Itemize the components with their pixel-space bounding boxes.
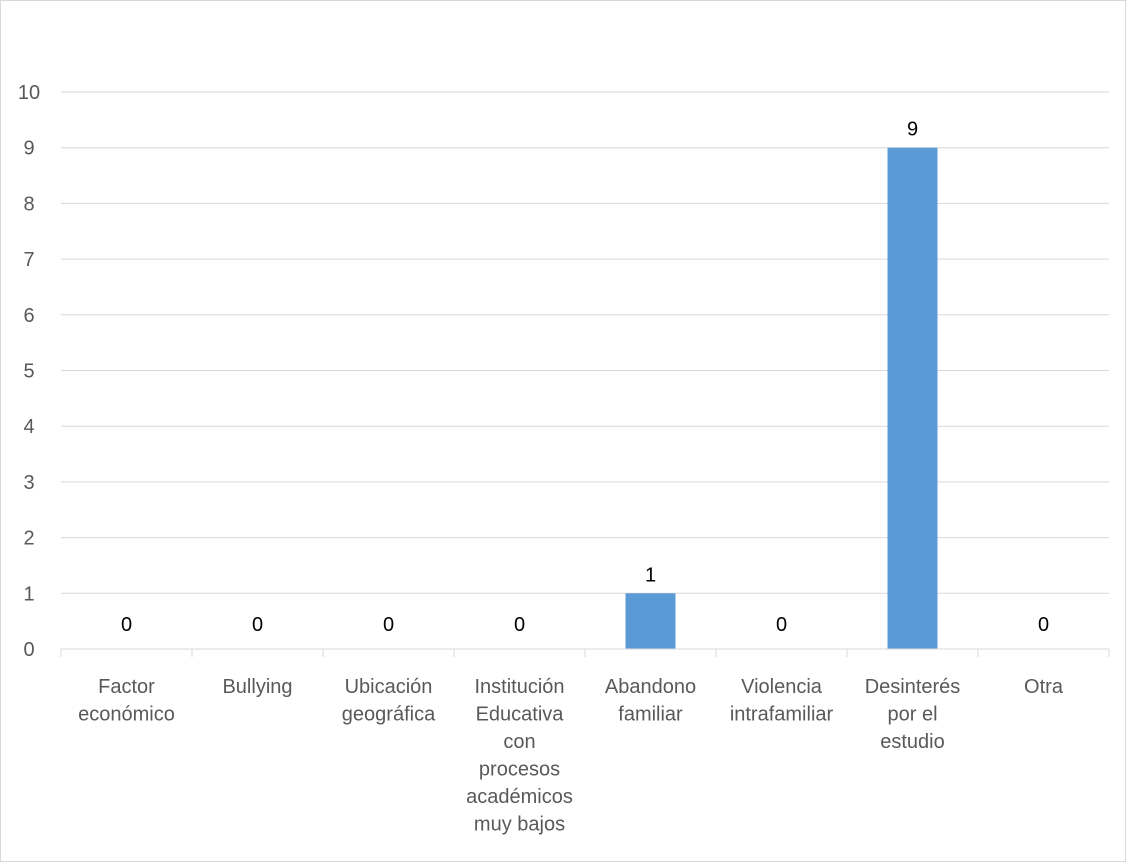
- x-category-label: Desinterés por el estudio: [865, 676, 961, 753]
- x-category-label: Factor económico: [78, 676, 175, 726]
- y-tick-label: 7: [23, 249, 34, 271]
- data-label: 0: [514, 614, 525, 636]
- x-category-label: Institución Educativa con procesos académico…: [466, 676, 573, 836]
- x-category-label: Ubicación geográfica: [342, 676, 436, 726]
- y-tick-label: 0: [23, 639, 34, 661]
- data-label: 1: [645, 564, 656, 586]
- data-label: 0: [121, 614, 132, 636]
- x-axis-category-labels: Factor económico Bullying Ubicación geográfi…: [78, 676, 1064, 836]
- data-label: 0: [383, 614, 394, 636]
- y-tick-label: 3: [23, 472, 34, 494]
- y-tick-label: 9: [23, 138, 34, 160]
- gridlines: [61, 91, 1109, 594]
- x-category-label: Otra: [1024, 676, 1064, 698]
- data-label: 9: [907, 119, 918, 141]
- data-label: 0: [252, 614, 263, 636]
- x-category-label: Bullying: [222, 676, 292, 698]
- y-tick-label: 2: [23, 528, 34, 550]
- y-tick-label: 1: [23, 583, 34, 605]
- y-tick-label: 8: [23, 193, 34, 215]
- bars: [625, 147, 938, 649]
- y-tick-label: 10: [18, 82, 40, 104]
- y-tick-label: 5: [23, 361, 34, 383]
- y-tick-label: 4: [23, 416, 34, 438]
- data-label: 0: [1038, 614, 1049, 636]
- y-axis-tick-labels: 0 1 2 3 4 5 6 7 8 9 10: [18, 82, 40, 661]
- bar: [625, 593, 676, 649]
- x-category-label: Abandono familiar: [605, 676, 696, 726]
- data-labels: 0 0 0 0 1 0 9 0: [121, 119, 1049, 636]
- x-category-label: Violencia intrafamiliar: [730, 676, 834, 726]
- y-tick-label: 6: [23, 305, 34, 327]
- bar: [887, 147, 938, 649]
- data-label: 0: [776, 614, 787, 636]
- x-axis: [60, 648, 1110, 657]
